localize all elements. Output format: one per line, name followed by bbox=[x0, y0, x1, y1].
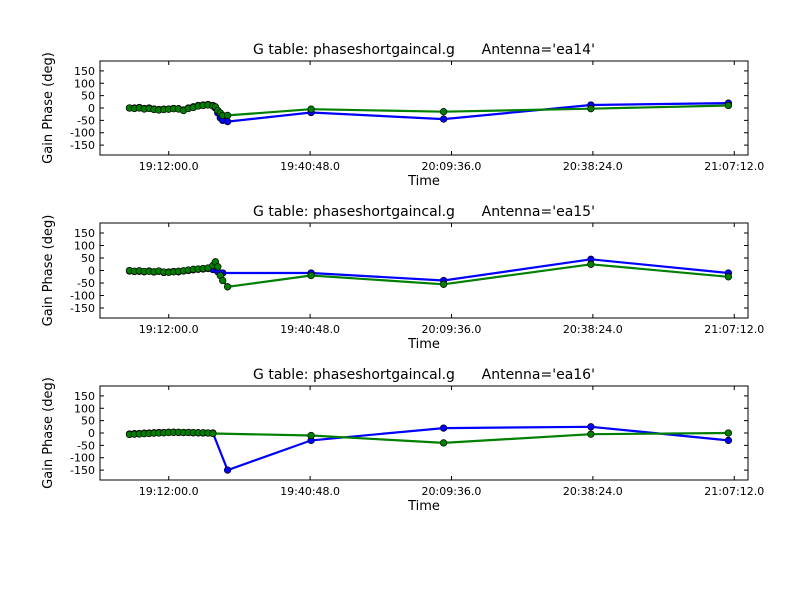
y-tick-label: -150 bbox=[70, 302, 95, 315]
y-tick-label: 100 bbox=[74, 77, 95, 90]
plot-area bbox=[125, 423, 733, 474]
chart-title: G table: phaseshortgaincal.g Antenna='ea… bbox=[253, 204, 595, 220]
y-tick-label: 0 bbox=[88, 265, 95, 278]
data-point bbox=[307, 431, 315, 440]
x-tick-label: 19:40:48.0 bbox=[280, 485, 340, 498]
y-tick-label: 50 bbox=[81, 90, 95, 103]
y-tick-label: 0 bbox=[88, 427, 95, 440]
y-tick-label: -100 bbox=[70, 452, 95, 465]
data-point bbox=[587, 430, 595, 438]
data-point bbox=[724, 273, 733, 281]
subplot-2: G table: phaseshortgaincal.g Antenna='ea… bbox=[41, 204, 764, 352]
x-tick-label: 19:12:00.0 bbox=[139, 323, 199, 336]
y-axis-label: Gain Phase (deg) bbox=[41, 377, 56, 489]
y-tick-label: -100 bbox=[70, 127, 95, 140]
x-tick-label: 20:09:36.0 bbox=[422, 485, 482, 498]
data-point bbox=[223, 111, 232, 120]
data-point bbox=[439, 424, 448, 432]
data-point bbox=[587, 423, 595, 431]
x-tick-label: 19:40:48.0 bbox=[280, 160, 340, 173]
x-tick-label: 20:38:24.0 bbox=[563, 323, 623, 336]
x-tick-label: 20:09:36.0 bbox=[422, 323, 482, 336]
y-tick-label: 150 bbox=[74, 65, 95, 78]
series-line-2 bbox=[129, 431, 729, 445]
y-tick-label: -150 bbox=[70, 464, 95, 477]
chart-title: G table: phaseshortgaincal.g Antenna='ea… bbox=[253, 42, 595, 58]
x-tick-label: 19:40:48.0 bbox=[280, 323, 340, 336]
plot-area bbox=[125, 255, 733, 291]
y-tick-label: 100 bbox=[74, 402, 95, 415]
y-tick-label: 0 bbox=[88, 102, 95, 115]
x-tick-label: 21:07:12.0 bbox=[704, 323, 764, 336]
data-point bbox=[209, 429, 217, 438]
y-tick-label: 150 bbox=[74, 390, 95, 403]
x-axis-label: Time bbox=[407, 174, 440, 189]
y-tick-label: -50 bbox=[77, 277, 95, 290]
x-axis-label: Time bbox=[407, 499, 440, 514]
data-point bbox=[724, 436, 733, 445]
y-tick-label: 150 bbox=[74, 227, 95, 240]
y-tick-label: -50 bbox=[77, 114, 95, 127]
data-point bbox=[587, 260, 595, 268]
subplot-3: G table: phaseshortgaincal.g Antenna='ea… bbox=[41, 367, 764, 514]
data-point bbox=[223, 466, 232, 474]
data-point bbox=[439, 280, 448, 288]
x-tick-label: 20:38:24.0 bbox=[563, 160, 623, 173]
data-point bbox=[439, 108, 448, 116]
subplot-1: G table: phaseshortgaincal.g Antenna='ea… bbox=[41, 42, 764, 189]
x-tick-label: 20:38:24.0 bbox=[563, 485, 623, 498]
y-tick-label: -150 bbox=[70, 139, 95, 152]
data-point bbox=[219, 276, 227, 285]
data-point bbox=[223, 283, 232, 291]
y-tick-label: 100 bbox=[74, 240, 95, 253]
y-tick-label: -100 bbox=[70, 290, 95, 303]
x-tick-label: 21:07:12.0 bbox=[704, 485, 764, 498]
chart-title: G table: phaseshortgaincal.g Antenna='ea… bbox=[253, 367, 595, 383]
plot-area bbox=[125, 99, 733, 126]
x-tick-label: 20:09:36.0 bbox=[422, 160, 482, 173]
data-point bbox=[223, 117, 232, 126]
y-tick-label: 50 bbox=[81, 415, 95, 428]
x-tick-label: 19:12:00.0 bbox=[139, 485, 199, 498]
data-point bbox=[439, 115, 448, 123]
data-point bbox=[307, 271, 315, 280]
x-tick-label: 21:07:12.0 bbox=[704, 160, 764, 173]
data-point bbox=[587, 105, 595, 113]
data-point bbox=[307, 105, 315, 113]
data-point bbox=[214, 263, 222, 271]
y-axis-label: Gain Phase (deg) bbox=[41, 215, 56, 327]
x-tick-label: 19:12:00.0 bbox=[139, 160, 199, 173]
data-point bbox=[724, 429, 733, 437]
data-point bbox=[439, 439, 448, 447]
data-point bbox=[724, 101, 733, 110]
x-axis-label: Time bbox=[407, 337, 440, 352]
y-tick-label: -50 bbox=[77, 439, 95, 452]
y-tick-label: 50 bbox=[81, 252, 95, 265]
y-axis-label: Gain Phase (deg) bbox=[41, 52, 56, 164]
